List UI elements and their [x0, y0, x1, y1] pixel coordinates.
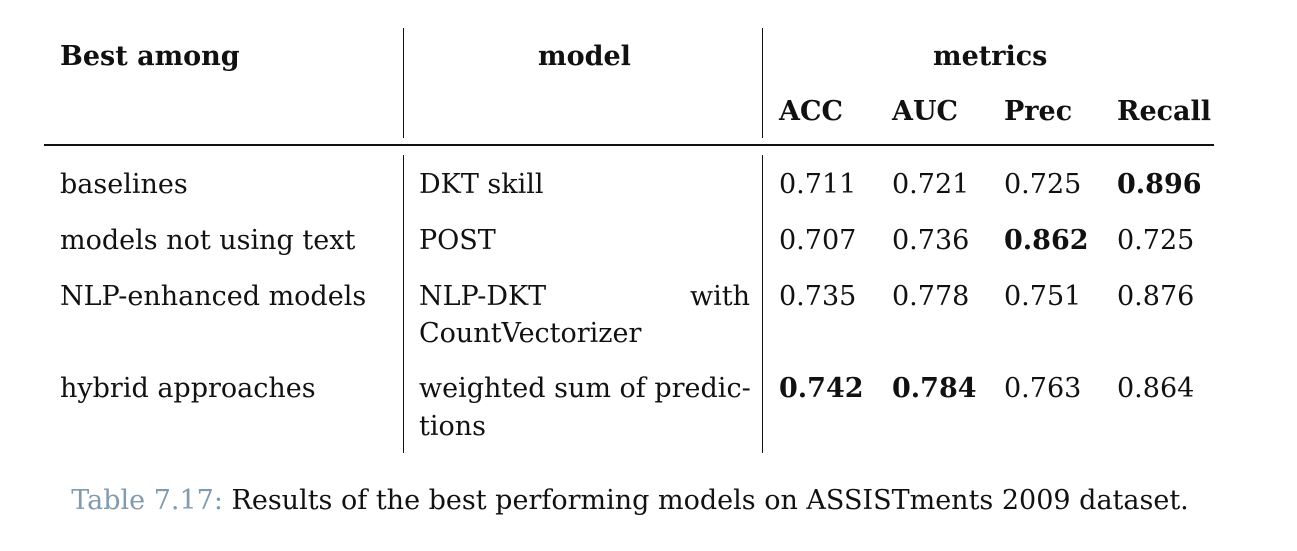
cell-model-word-2: with — [690, 281, 750, 312]
cell-acc: 0.711 — [779, 169, 857, 200]
cell-prec: 0.751 — [1004, 281, 1082, 312]
cell-auc: 0.778 — [892, 281, 970, 312]
header-metrics: metrics — [933, 41, 1048, 72]
cell-model-line-2: CountVectorizer — [419, 318, 642, 349]
header-auc: AUC — [892, 96, 958, 127]
caption-text: Results of the best performing models on… — [222, 485, 1189, 516]
cell-auc: 0.736 — [892, 225, 970, 256]
cell-auc: 0.721 — [892, 169, 970, 200]
cell-prec-best: 0.862 — [1004, 225, 1089, 256]
cell-best-among: baselines — [60, 169, 188, 200]
cell-acc: 0.735 — [779, 281, 857, 312]
cell-auc-best: 0.784 — [892, 373, 977, 404]
cell-recall: 0.876 — [1117, 281, 1195, 312]
cell-model: DKT skill — [419, 169, 544, 200]
cell-model-word-1: NLP-DKT — [419, 281, 547, 312]
cell-best-among: NLP-enhanced models — [60, 281, 367, 312]
cell-model-line-2: tions — [419, 411, 486, 442]
cell-recall: 0.725 — [1117, 225, 1195, 256]
cell-model: weighted sum of predic- — [419, 373, 751, 404]
cell-model: POST — [419, 225, 496, 256]
cell-prec: 0.725 — [1004, 169, 1082, 200]
header-best-among: Best among — [60, 41, 240, 72]
table-caption: Table 7.17: Results of the best performi… — [0, 485, 1260, 517]
cell-prec: 0.763 — [1004, 373, 1082, 404]
header-acc: ACC — [779, 96, 843, 127]
column-rule-header-2 — [762, 28, 763, 138]
cell-recall-best: 0.896 — [1117, 169, 1202, 200]
cell-best-among: models not using text — [60, 225, 356, 256]
column-rule-body-1 — [403, 155, 404, 453]
cell-best-among: hybrid approaches — [60, 373, 316, 404]
cell-recall: 0.864 — [1117, 373, 1195, 404]
cell-acc: 0.707 — [779, 225, 857, 256]
cell-acc-best: 0.742 — [779, 373, 864, 404]
header-prec: Prec — [1004, 96, 1073, 127]
caption-label[interactable]: Table 7.17: — [71, 485, 223, 516]
column-rule-header-1 — [403, 28, 404, 138]
header-model: model — [538, 41, 631, 72]
header-rule — [44, 144, 1214, 146]
header-recall: Recall — [1117, 96, 1212, 127]
column-rule-body-2 — [762, 155, 763, 453]
